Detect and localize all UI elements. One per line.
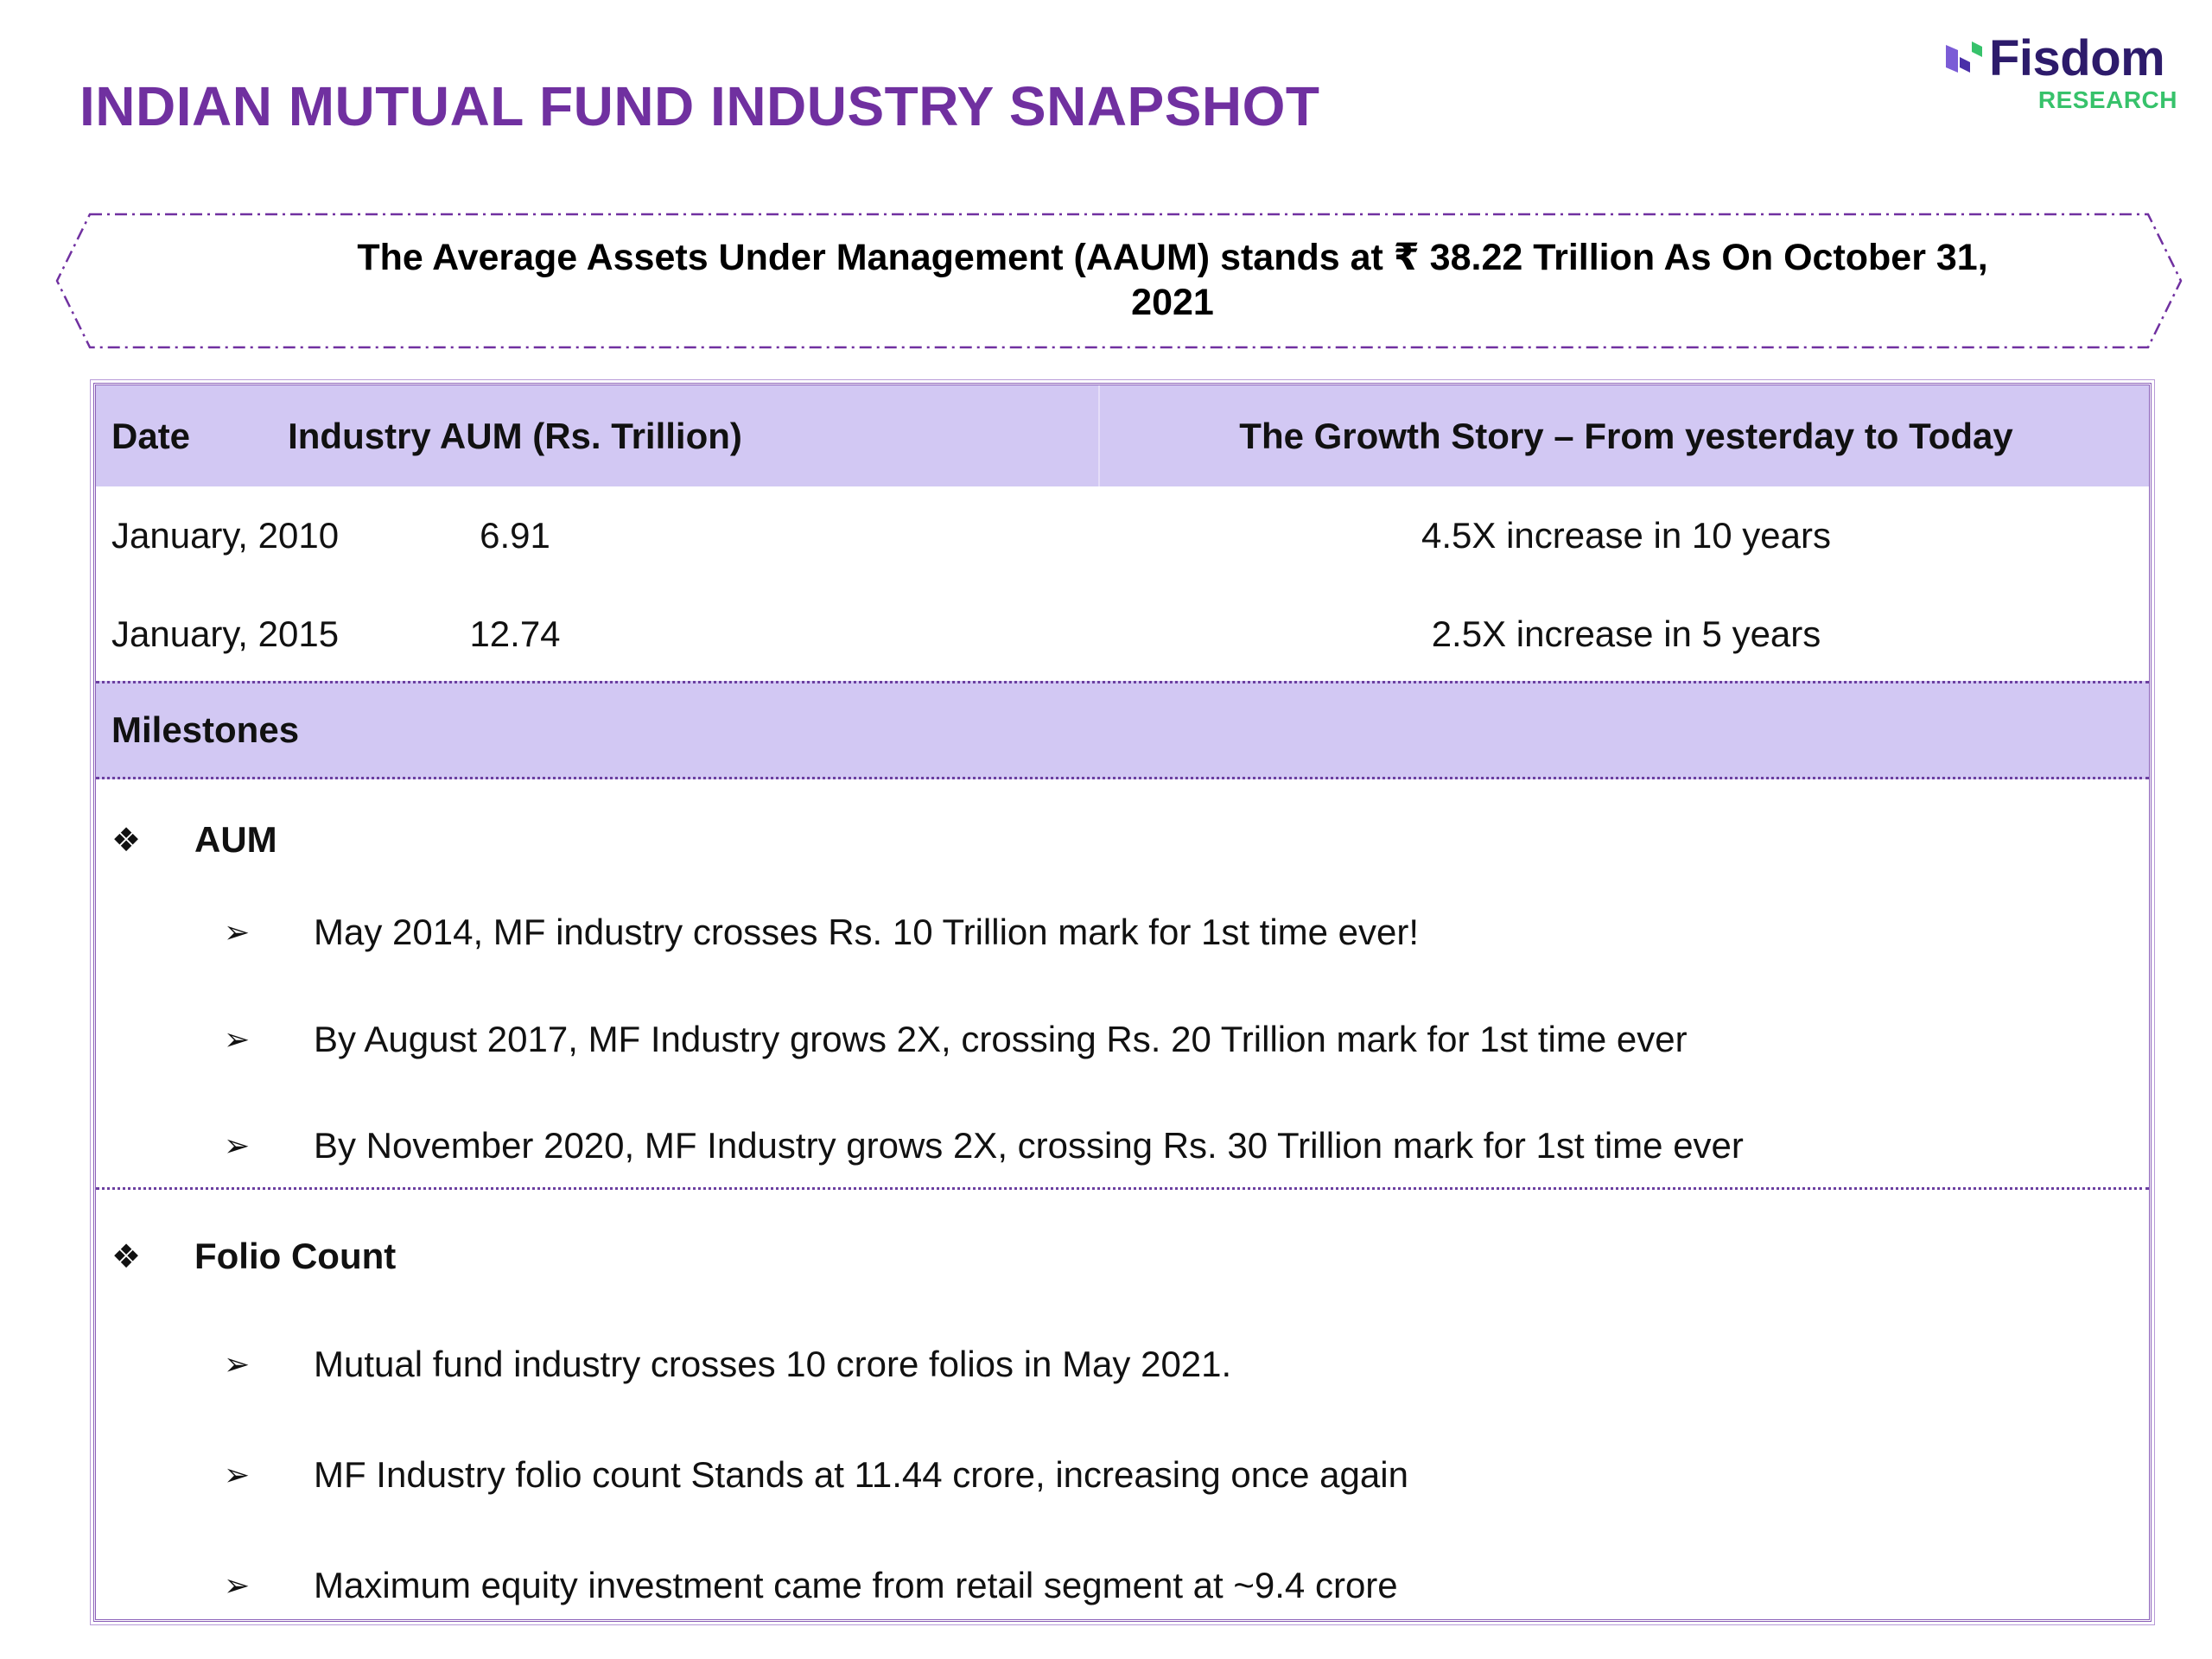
fisdom-logo: Fisdom RESEARCH: [1944, 30, 2177, 128]
logo-subtitle: RESEARCH: [2037, 86, 2177, 113]
row-growth: 2.5X increase in 5 years: [1431, 613, 1821, 654]
arrow-bullet-icon: ➢: [224, 1457, 251, 1492]
list-item: ➢ By August 2017, MF Industry grows 2X, …: [224, 1005, 1688, 1074]
header-aum-label: Industry AUM (Rs. Trillion): [288, 415, 742, 456]
list-item-text: Maximum equity investment came from reta…: [314, 1565, 1398, 1605]
arrow-bullet-icon: ➢: [224, 1346, 251, 1382]
row-aum: 6.91: [480, 515, 550, 556]
header-divider: [1098, 385, 1100, 486]
list-item-text: MF Industry folio count Stands at 11.44 …: [314, 1454, 1408, 1495]
row-aum-cell: 6.91: [450, 486, 1323, 585]
logo-name: Fisdom: [1989, 30, 2165, 86]
arrow-bullet-icon: ➢: [224, 1567, 251, 1603]
header-aum: Industry AUM (Rs. Trillion): [288, 385, 1323, 486]
header-date: Date: [111, 415, 191, 456]
table-row: January, 2010 6.91 4.5X increase in 10 y…: [96, 486, 2149, 585]
row-aum-cell: 12.74: [450, 585, 1323, 683]
list-item: ➢ Maximum equity investment came from re…: [224, 1551, 1398, 1620]
arrow-bullet-icon: ➢: [224, 1128, 251, 1163]
arrow-bullet-icon: ➢: [224, 914, 251, 950]
section-label: AUM: [194, 819, 277, 860]
milestone-section-aum: ❖ AUM: [111, 805, 277, 874]
table-row: January, 2015 12.74 2.5X increase in 5 y…: [96, 585, 2149, 683]
row-date: January, 2015: [111, 613, 340, 654]
row-aum: 12.74: [469, 613, 561, 654]
section-divider: [96, 1187, 2149, 1190]
banner-frame: [55, 213, 2183, 349]
milestones-heading: Milestones: [111, 709, 300, 750]
diamond-bullet-icon: ❖: [111, 1238, 142, 1275]
milestone-section-folio-count: ❖ Folio Count: [111, 1222, 396, 1291]
row-growth: 4.5X increase in 10 years: [1421, 515, 1831, 556]
header-growth: The Growth Story – From yesterday to Tod…: [1239, 415, 2013, 456]
list-item: ➢ By November 2020, MF Industry grows 2X…: [224, 1111, 1744, 1180]
table-header-row: Date Industry AUM (Rs. Trillion) The Gro…: [96, 385, 2149, 486]
aaum-banner: The Average Assets Under Management (AAU…: [54, 209, 2184, 353]
snapshot-table: Date Industry AUM (Rs. Trillion) The Gro…: [90, 379, 2155, 1625]
page-title: INDIAN MUTUAL FUND INDUSTRY SNAPSHOT: [79, 75, 1320, 137]
diamond-bullet-icon: ❖: [111, 822, 142, 859]
list-item: ➢ May 2014, MF industry crosses Rs. 10 T…: [224, 898, 1419, 967]
milestones-header-row: Milestones: [96, 681, 2149, 779]
list-item: ➢ MF Industry folio count Stands at 11.4…: [224, 1440, 1408, 1510]
fisdom-logo-icon: [1946, 41, 1982, 73]
list-item-text: May 2014, MF industry crosses Rs. 10 Tri…: [314, 912, 1420, 952]
arrow-bullet-icon: ➢: [224, 1021, 251, 1057]
section-label: Folio Count: [194, 1236, 397, 1276]
list-item: ➢ Mutual fund industry crosses 10 crore …: [224, 1330, 1231, 1399]
list-item-text: By August 2017, MF Industry grows 2X, cr…: [314, 1019, 1688, 1059]
banner-text: The Average Assets Under Management (AAU…: [357, 237, 1988, 323]
row-date: January, 2010: [111, 515, 340, 556]
list-item-text: Mutual fund industry crosses 10 crore fo…: [314, 1344, 1232, 1384]
list-item-text: By November 2020, MF Industry grows 2X, …: [314, 1125, 1744, 1166]
